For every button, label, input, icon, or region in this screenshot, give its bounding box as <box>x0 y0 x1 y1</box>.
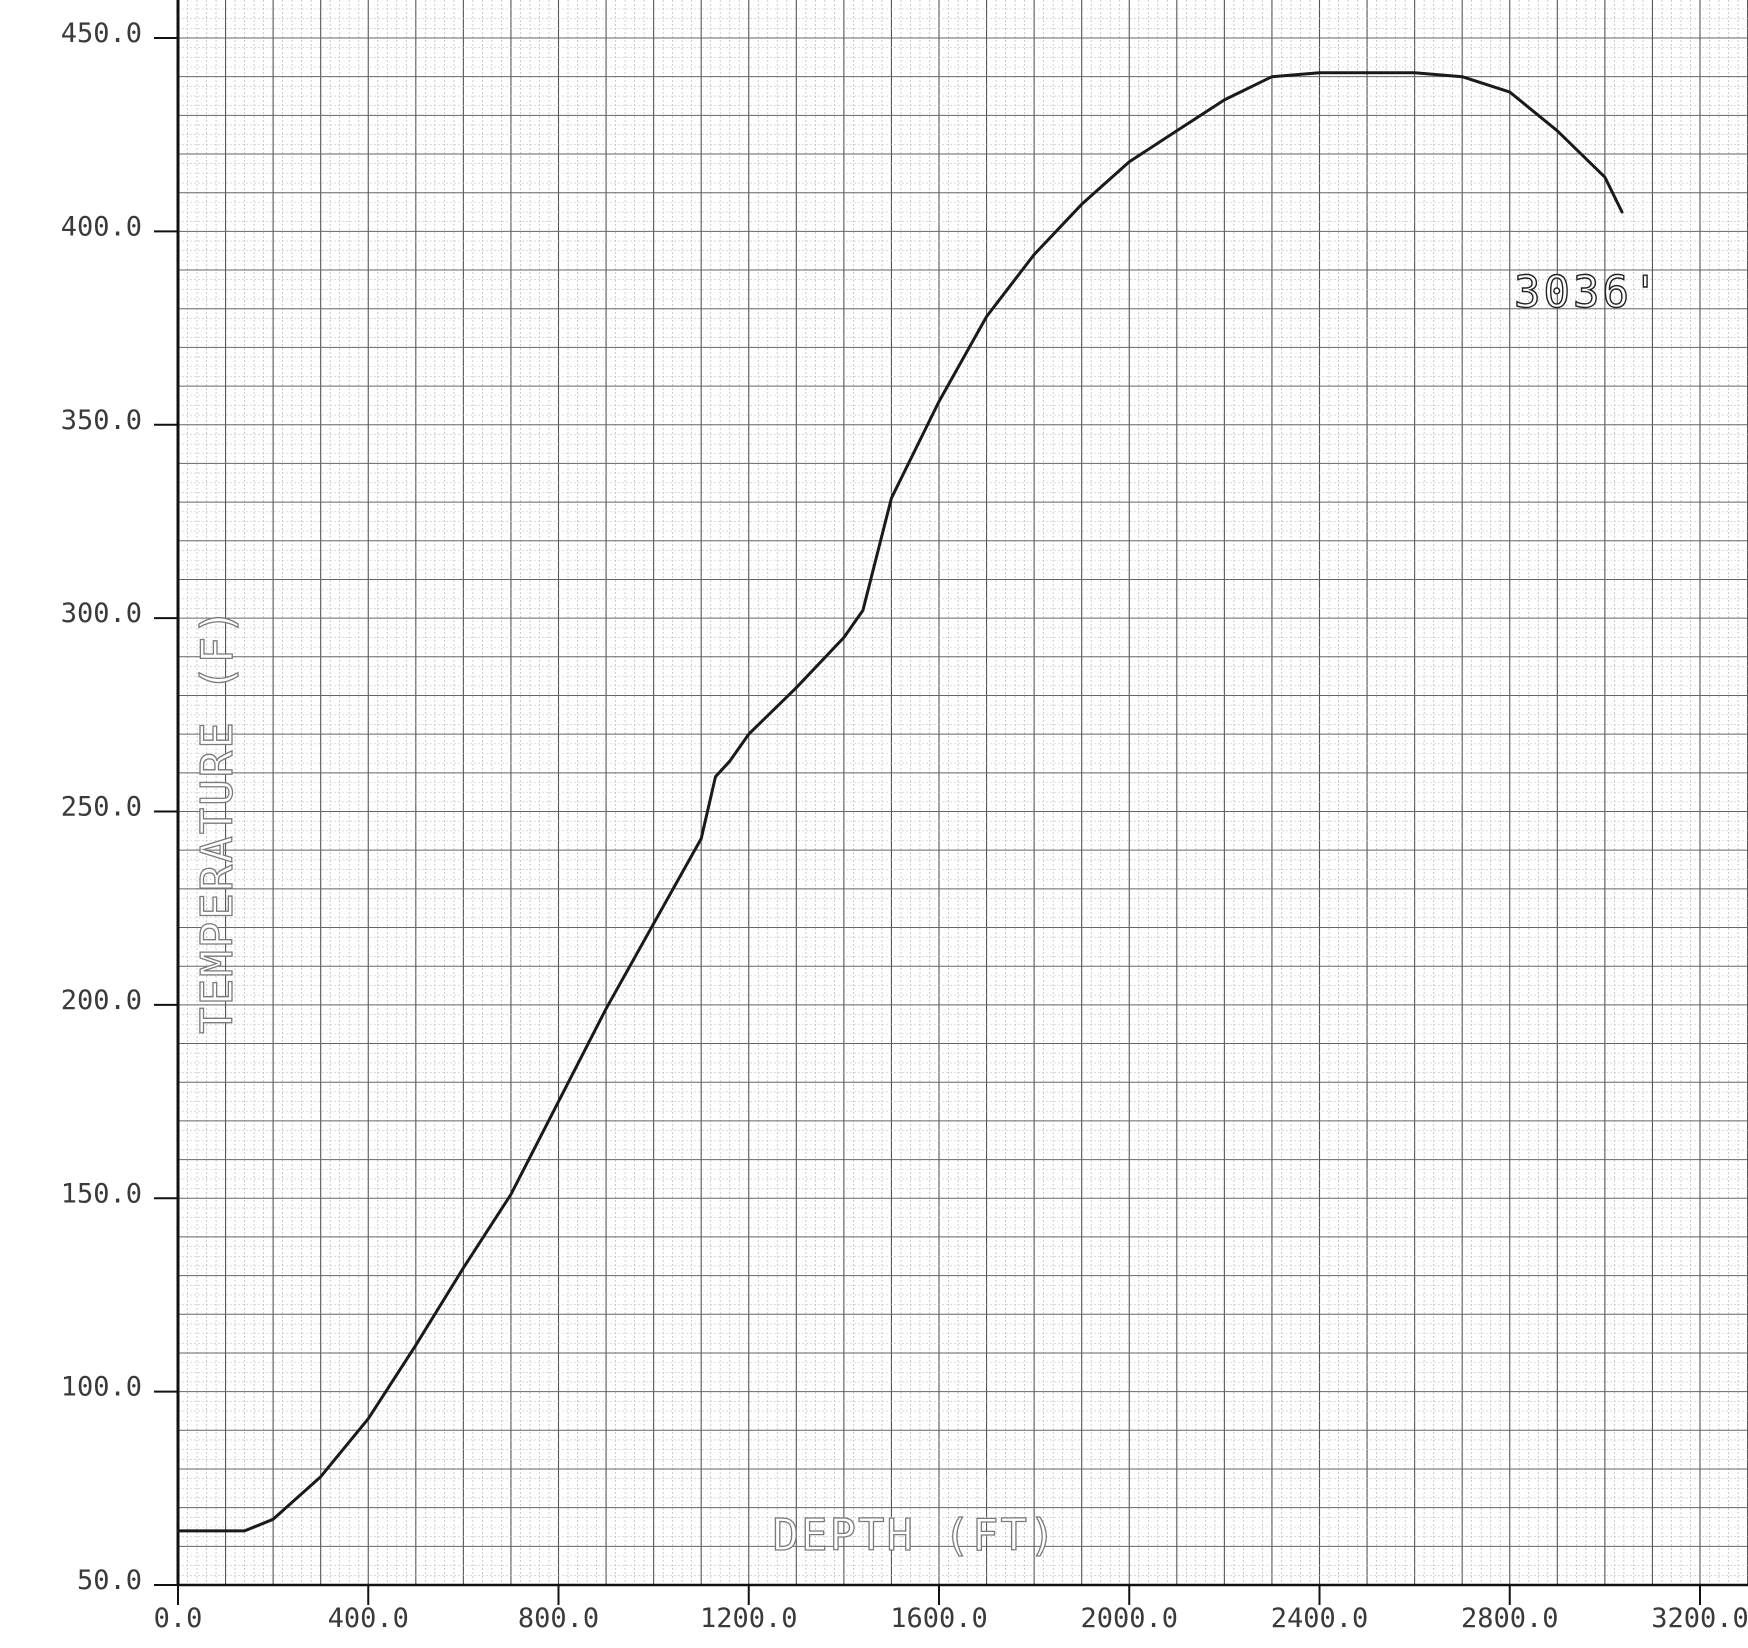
x-tick-label: 400.0 <box>328 1603 409 1634</box>
y-tick-label: 450.0 <box>61 18 142 49</box>
axes <box>176 0 1748 1587</box>
tick-labels: 50.0 100.0 150.0 200.0 250.0 300.0 350.0 400.0 4… <box>61 18 1748 1634</box>
x-tick-label: 3200.0 <box>1651 1603 1748 1634</box>
y-tick-label: 200.0 <box>61 985 142 1016</box>
y-tick-label: 150.0 <box>61 1178 142 1209</box>
x-tick-label: 800.0 <box>518 1603 599 1634</box>
depth-annotation: 3036' <box>1514 267 1661 318</box>
x-tick-label: 1200.0 <box>700 1603 798 1634</box>
x-tick-label: 2000.0 <box>1080 1603 1178 1634</box>
series <box>176 71 1624 1533</box>
x-tick-label: 0.0 <box>154 1603 203 1634</box>
x-tick-label: 2800.0 <box>1461 1603 1559 1634</box>
y-tick-label: 300.0 <box>61 598 142 629</box>
y-tick-label: 50.0 <box>77 1565 142 1596</box>
y-tick-label: 400.0 <box>61 211 142 242</box>
y-tick-label: 100.0 <box>61 1372 142 1403</box>
x-tick-label: 2400.0 <box>1271 1603 1369 1634</box>
x-tick-label: 1600.0 <box>890 1603 988 1634</box>
grid <box>177 0 1748 1586</box>
y-tick-label: 350.0 <box>61 405 142 436</box>
x-axis-title: DEPTH (FT) <box>773 1510 1058 1561</box>
y-axis-title: TEMPERATURE (F) <box>192 606 243 1033</box>
series-line <box>176 71 1624 1533</box>
y-tick-label: 250.0 <box>61 792 142 823</box>
